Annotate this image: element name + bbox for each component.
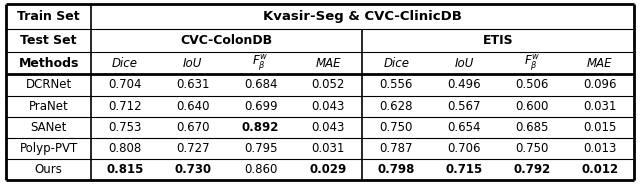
Text: 0.031: 0.031 (312, 142, 345, 155)
Text: CVC-ColonDB: CVC-ColonDB (180, 34, 273, 47)
Text: Dice: Dice (383, 57, 409, 70)
Text: 0.730: 0.730 (174, 163, 211, 176)
Text: 0.043: 0.043 (312, 121, 345, 134)
Text: 0.712: 0.712 (108, 100, 142, 113)
Text: IoU: IoU (183, 57, 202, 70)
Text: $F_{\beta}^{w}$: $F_{\beta}^{w}$ (252, 54, 269, 73)
Text: 0.043: 0.043 (312, 100, 345, 113)
Text: 0.750: 0.750 (515, 142, 548, 155)
Text: 0.567: 0.567 (447, 100, 481, 113)
Text: 0.052: 0.052 (312, 78, 345, 91)
Text: Polyp-PVT: Polyp-PVT (20, 142, 78, 155)
Text: 0.795: 0.795 (244, 142, 277, 155)
Text: SANet: SANet (31, 121, 67, 134)
Text: $F_{\beta}^{w}$: $F_{\beta}^{w}$ (524, 54, 540, 73)
Text: 0.808: 0.808 (108, 142, 141, 155)
Text: Train Set: Train Set (17, 10, 80, 23)
Text: 0.013: 0.013 (583, 142, 616, 155)
Text: Methods: Methods (19, 57, 79, 70)
Text: 0.704: 0.704 (108, 78, 141, 91)
Text: ETIS: ETIS (483, 34, 513, 47)
Text: 0.640: 0.640 (176, 100, 209, 113)
Text: 0.860: 0.860 (244, 163, 277, 176)
Text: 0.715: 0.715 (445, 163, 483, 176)
Text: 0.798: 0.798 (378, 163, 415, 176)
Text: 0.727: 0.727 (176, 142, 210, 155)
Text: IoU: IoU (454, 57, 474, 70)
Text: 0.096: 0.096 (583, 78, 616, 91)
Text: 0.600: 0.600 (515, 100, 548, 113)
Text: 0.012: 0.012 (581, 163, 618, 176)
Text: 0.792: 0.792 (513, 163, 550, 176)
Text: PraNet: PraNet (29, 100, 68, 113)
Text: 0.750: 0.750 (380, 121, 413, 134)
Text: 0.015: 0.015 (583, 121, 616, 134)
Text: 0.628: 0.628 (380, 100, 413, 113)
Text: DCRNet: DCRNet (26, 78, 72, 91)
Text: 0.631: 0.631 (176, 78, 209, 91)
Text: MAE: MAE (316, 57, 341, 70)
Text: 0.685: 0.685 (515, 121, 548, 134)
Text: 0.706: 0.706 (447, 142, 481, 155)
Text: 0.670: 0.670 (176, 121, 209, 134)
Text: Kvasir-Seg & CVC-ClinicDB: Kvasir-Seg & CVC-ClinicDB (263, 10, 462, 23)
Text: 0.815: 0.815 (106, 163, 143, 176)
Text: 0.787: 0.787 (380, 142, 413, 155)
Text: 0.506: 0.506 (515, 78, 548, 91)
Text: 0.892: 0.892 (242, 121, 279, 134)
Text: 0.684: 0.684 (244, 78, 277, 91)
Text: 0.556: 0.556 (380, 78, 413, 91)
Text: Test Set: Test Set (20, 34, 77, 47)
Text: 0.031: 0.031 (583, 100, 616, 113)
Text: 0.496: 0.496 (447, 78, 481, 91)
Text: Ours: Ours (35, 163, 63, 176)
Text: 0.654: 0.654 (447, 121, 481, 134)
Text: 0.029: 0.029 (310, 163, 347, 176)
Text: 0.699: 0.699 (244, 100, 277, 113)
Text: 0.753: 0.753 (108, 121, 141, 134)
Text: MAE: MAE (587, 57, 612, 70)
Text: Dice: Dice (112, 57, 138, 70)
